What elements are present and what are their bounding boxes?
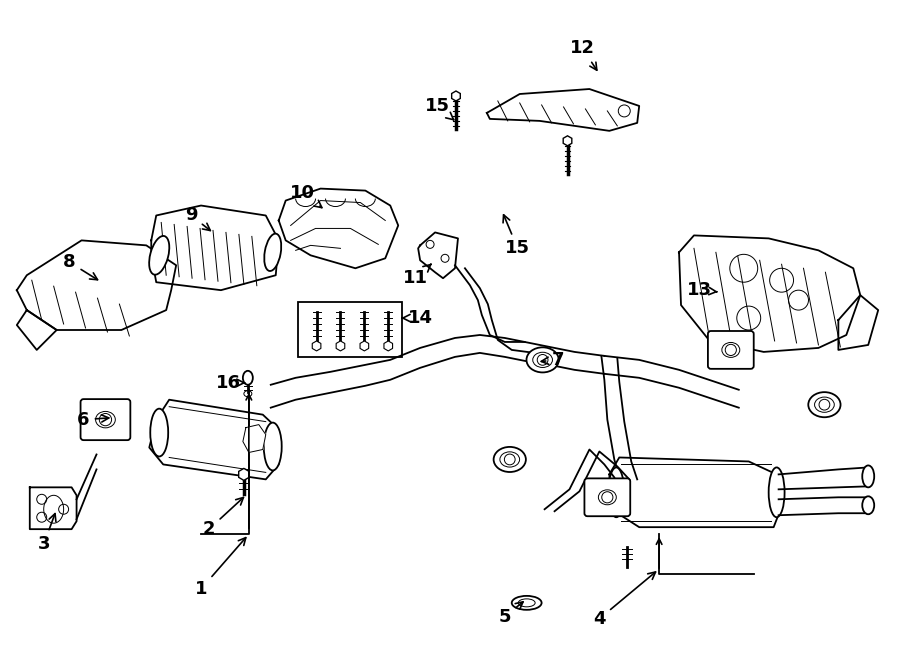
Polygon shape (418, 233, 458, 278)
Text: 3: 3 (38, 514, 56, 553)
Text: 13: 13 (687, 281, 717, 299)
Text: 15: 15 (503, 215, 530, 257)
Text: 8: 8 (63, 253, 97, 280)
Polygon shape (149, 400, 279, 479)
Ellipse shape (493, 447, 526, 472)
Text: 2: 2 (202, 498, 243, 538)
Text: 1: 1 (194, 537, 246, 598)
Polygon shape (839, 295, 878, 350)
Polygon shape (17, 241, 176, 330)
Ellipse shape (862, 465, 874, 487)
Text: 9: 9 (184, 206, 211, 231)
Ellipse shape (265, 233, 282, 271)
FancyBboxPatch shape (584, 479, 630, 516)
Ellipse shape (526, 347, 559, 372)
Ellipse shape (608, 467, 625, 517)
Ellipse shape (808, 392, 841, 417)
Polygon shape (243, 424, 266, 453)
FancyBboxPatch shape (298, 302, 402, 357)
Polygon shape (487, 89, 639, 131)
FancyBboxPatch shape (81, 399, 130, 440)
Text: 6: 6 (77, 410, 109, 428)
Ellipse shape (512, 596, 542, 610)
Text: 7: 7 (541, 351, 563, 369)
Ellipse shape (862, 496, 874, 514)
Text: 12: 12 (570, 39, 597, 70)
Text: 16: 16 (216, 373, 245, 392)
Polygon shape (151, 206, 279, 290)
Polygon shape (609, 457, 780, 527)
Text: 10: 10 (290, 184, 322, 208)
Ellipse shape (150, 408, 168, 457)
Text: 11: 11 (402, 264, 431, 288)
Text: 4: 4 (593, 572, 655, 628)
FancyBboxPatch shape (708, 331, 753, 369)
Ellipse shape (264, 422, 282, 471)
Polygon shape (17, 310, 57, 350)
Ellipse shape (149, 236, 169, 275)
Text: 14: 14 (402, 309, 433, 327)
Text: 5: 5 (499, 602, 523, 626)
Ellipse shape (769, 467, 785, 517)
Polygon shape (30, 487, 76, 529)
Polygon shape (679, 235, 860, 352)
Text: 15: 15 (425, 97, 454, 120)
Polygon shape (279, 188, 398, 268)
Ellipse shape (243, 371, 253, 385)
